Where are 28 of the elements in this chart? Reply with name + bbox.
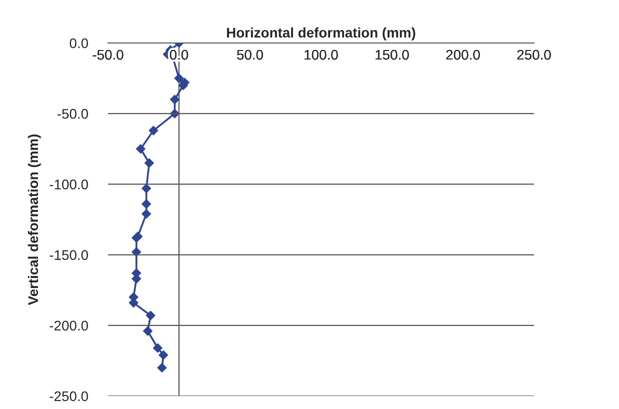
y-tick-label: -50.0 xyxy=(58,108,88,119)
x-tick-label: 250.0 xyxy=(517,50,551,60)
point xyxy=(132,247,142,257)
x-axis-title: Horizontal deformation (mm) xyxy=(227,27,416,40)
y-axis-title: Vertical deformation (mm) xyxy=(28,134,41,306)
point xyxy=(157,363,167,372)
x-tick-label: 50.0 xyxy=(237,50,263,60)
point xyxy=(174,74,184,83)
point xyxy=(142,184,151,194)
point xyxy=(158,350,168,360)
y-tick-label: -250.0 xyxy=(50,391,88,402)
x-tick-label: 150.0 xyxy=(376,50,409,60)
point xyxy=(143,326,152,336)
point xyxy=(148,126,158,136)
y-tick-label: 0.0 xyxy=(70,38,88,48)
point xyxy=(146,310,156,320)
x-tick-label: 200.0 xyxy=(446,50,480,60)
y-tick-label: -100.0 xyxy=(50,180,88,190)
x-tick-label: 100.0 xyxy=(304,50,338,60)
point xyxy=(170,94,180,104)
point xyxy=(142,209,151,218)
y-tick-label: -200.0 xyxy=(50,320,88,331)
x-tick-label: -50.0 xyxy=(92,50,124,60)
point xyxy=(153,343,162,353)
y-tick-label: -150.0 xyxy=(50,250,88,260)
point xyxy=(142,199,151,209)
point xyxy=(136,144,146,154)
point xyxy=(144,158,154,168)
